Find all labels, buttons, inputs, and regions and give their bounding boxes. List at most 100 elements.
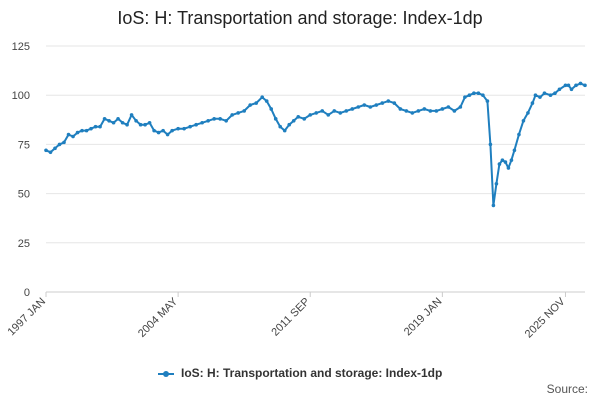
data-point[interactable] [84, 128, 89, 133]
data-point[interactable] [236, 111, 240, 115]
data-point[interactable] [566, 83, 571, 88]
data-point[interactable] [583, 83, 587, 88]
data-point[interactable] [134, 118, 138, 123]
data-point[interactable] [538, 95, 542, 99]
data-point[interactable] [165, 132, 170, 137]
data-point[interactable] [212, 117, 216, 121]
data-point[interactable] [242, 109, 246, 113]
data-point[interactable] [44, 148, 48, 153]
data-point[interactable] [553, 91, 557, 96]
data-point[interactable] [521, 118, 526, 123]
data-point[interactable] [368, 105, 373, 109]
data-point[interactable] [350, 107, 355, 111]
data-point[interactable] [314, 111, 319, 115]
data-point[interactable] [548, 93, 553, 97]
data-point[interactable] [264, 99, 269, 103]
data-point[interactable] [48, 150, 53, 155]
data-point[interactable] [530, 101, 535, 105]
data-point[interactable] [224, 118, 228, 123]
data-point[interactable] [170, 128, 174, 133]
data-point[interactable] [356, 105, 361, 109]
data-point[interactable] [326, 113, 331, 117]
data-point[interactable] [422, 107, 427, 111]
data-point[interactable] [143, 122, 147, 127]
data-point[interactable] [563, 83, 568, 88]
data-point[interactable] [332, 109, 337, 113]
data-point[interactable] [481, 93, 485, 97]
data-point[interactable] [374, 103, 379, 107]
data-point[interactable] [182, 126, 186, 131]
data-point[interactable] [71, 134, 75, 139]
data-point[interactable] [494, 181, 499, 186]
data-point[interactable] [156, 130, 161, 135]
data-point[interactable] [440, 107, 445, 111]
data-point[interactable] [254, 101, 258, 105]
data-point[interactable] [500, 158, 505, 162]
data-point[interactable] [542, 91, 547, 96]
data-point[interactable] [320, 109, 325, 113]
data-point[interactable] [526, 111, 530, 115]
data-point[interactable] [200, 120, 204, 125]
data-point[interactable] [53, 146, 57, 151]
data-point[interactable] [176, 126, 180, 131]
data-point[interactable] [98, 124, 102, 129]
data-point[interactable] [308, 113, 313, 117]
data-point[interactable] [476, 91, 481, 96]
data-point[interactable] [574, 83, 578, 88]
data-point[interactable] [188, 124, 192, 129]
data-point[interactable] [398, 107, 403, 111]
data-point[interactable] [392, 101, 397, 105]
data-point[interactable] [509, 158, 514, 162]
data-point[interactable] [491, 203, 496, 208]
data-point[interactable] [287, 122, 292, 127]
data-point[interactable] [147, 120, 152, 125]
data-point[interactable] [260, 95, 265, 99]
data-point[interactable] [386, 99, 391, 103]
data-point[interactable] [102, 117, 107, 121]
data-point[interactable] [125, 122, 129, 127]
data-point[interactable] [93, 124, 98, 129]
data-point[interactable] [416, 109, 421, 113]
data-point[interactable] [380, 101, 385, 105]
data-point[interactable] [248, 103, 252, 107]
data-point[interactable] [506, 166, 511, 170]
data-point[interactable] [75, 130, 80, 135]
data-point[interactable] [467, 93, 472, 97]
data-point[interactable] [512, 148, 517, 153]
data-point[interactable] [517, 132, 521, 137]
data-point[interactable] [296, 115, 301, 119]
data-point[interactable] [116, 117, 120, 121]
data-point[interactable] [161, 128, 165, 133]
data-point[interactable] [194, 122, 198, 127]
data-point[interactable] [282, 128, 287, 133]
data-point[interactable] [557, 87, 562, 92]
data-point[interactable] [569, 87, 574, 92]
data-point[interactable] [578, 81, 583, 86]
data-point[interactable] [452, 109, 457, 113]
data-point[interactable] [362, 103, 367, 107]
data-point[interactable] [120, 120, 125, 125]
data-point[interactable] [463, 95, 467, 99]
data-point[interactable] [66, 132, 71, 137]
data-point[interactable] [503, 160, 508, 164]
data-point[interactable] [338, 111, 343, 115]
data-point[interactable] [485, 99, 490, 103]
data-point[interactable] [404, 109, 409, 113]
data-point[interactable] [428, 109, 433, 113]
data-point[interactable] [434, 109, 439, 113]
data-point[interactable] [129, 113, 134, 117]
data-point[interactable] [533, 93, 538, 97]
data-point[interactable] [458, 105, 463, 109]
data-point[interactable] [138, 122, 143, 127]
data-point[interactable] [206, 118, 210, 123]
data-point[interactable] [111, 120, 116, 125]
legend[interactable]: IoS: H: Transportation and storage: Inde… [0, 366, 600, 380]
data-point[interactable] [269, 107, 274, 111]
data-point[interactable] [446, 105, 451, 109]
data-point[interactable] [230, 113, 234, 117]
data-point[interactable] [273, 117, 278, 121]
data-point[interactable] [89, 126, 93, 131]
data-point[interactable] [152, 128, 156, 133]
data-point[interactable] [410, 111, 415, 115]
data-point[interactable] [344, 109, 349, 113]
